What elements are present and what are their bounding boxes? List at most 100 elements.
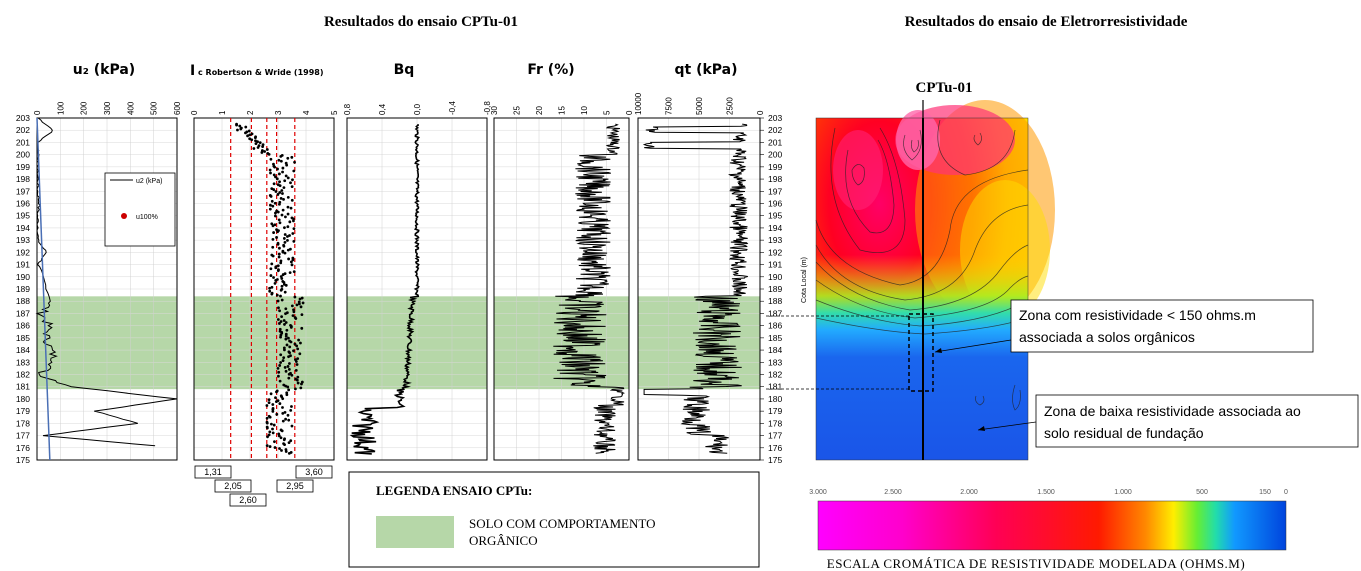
ic-point bbox=[297, 338, 300, 342]
depth-tick: 202 bbox=[768, 125, 782, 135]
ic-point bbox=[281, 397, 285, 401]
depth-tick: 192 bbox=[16, 247, 30, 257]
ic-point bbox=[281, 359, 285, 362]
ic-point bbox=[283, 443, 286, 447]
u2-legend-point-label: u100% bbox=[136, 214, 158, 221]
color-scale-tick: 2.500 bbox=[884, 489, 902, 496]
ic-point bbox=[286, 385, 290, 389]
depth-tick: 199 bbox=[768, 162, 782, 172]
depth-tick: 195 bbox=[768, 211, 782, 221]
ic-point bbox=[274, 266, 278, 270]
ic-point bbox=[268, 415, 272, 419]
depth-tick: 186 bbox=[16, 321, 30, 331]
ic-point bbox=[244, 125, 248, 129]
depth-tick: 190 bbox=[16, 272, 30, 282]
ic-point bbox=[278, 221, 282, 225]
legend-item-line1: SOLO COM COMPORTAMENTO bbox=[469, 516, 655, 531]
ic-point bbox=[284, 321, 288, 324]
depth-tick: 178 bbox=[768, 418, 782, 428]
ic-point bbox=[266, 435, 269, 439]
u100-marker bbox=[121, 213, 127, 219]
ic-point bbox=[286, 195, 290, 199]
ic-point bbox=[267, 152, 271, 156]
ic-point bbox=[288, 345, 292, 349]
ic-point bbox=[294, 317, 298, 320]
ic-point bbox=[291, 232, 295, 235]
fr-panel-title: Fr (%) bbox=[527, 62, 574, 78]
tick-label: 600 bbox=[173, 101, 182, 115]
tick-label: 200 bbox=[80, 101, 89, 115]
ic-point bbox=[279, 159, 283, 163]
color-scale-tick: 150 bbox=[1259, 489, 1271, 496]
depth-tick: 188 bbox=[768, 296, 782, 306]
ic-point bbox=[285, 163, 289, 167]
tick-label: 10000 bbox=[634, 92, 643, 115]
ic-point bbox=[284, 312, 287, 316]
ic-point bbox=[274, 211, 277, 215]
ic-point bbox=[301, 301, 305, 305]
ic-point bbox=[282, 356, 286, 360]
ic-point bbox=[291, 314, 295, 318]
ic-point bbox=[273, 214, 277, 218]
ic-point bbox=[300, 296, 304, 300]
color-scale-tick: 3.000 bbox=[809, 489, 827, 496]
ic-point bbox=[278, 180, 281, 184]
ic-point bbox=[278, 202, 281, 206]
right-axis-label: Cota Local (m) bbox=[801, 257, 808, 303]
depth-tick: 178 bbox=[16, 418, 30, 428]
ic-point bbox=[271, 427, 274, 431]
ic-point bbox=[281, 192, 284, 195]
ic-point bbox=[269, 274, 273, 277]
ic-point bbox=[295, 303, 299, 307]
tick-label: 0,8 bbox=[343, 103, 352, 115]
ic-point bbox=[289, 409, 293, 412]
ic-point bbox=[284, 384, 287, 388]
ic-point bbox=[283, 348, 286, 352]
ic-point bbox=[269, 195, 273, 198]
tick-label: 1 bbox=[218, 110, 227, 115]
ic-point bbox=[275, 390, 278, 394]
depth-tick: 200 bbox=[768, 150, 782, 160]
depth-tick: 190 bbox=[768, 272, 782, 282]
ic-point bbox=[278, 447, 281, 450]
ic-point bbox=[283, 226, 286, 230]
ic-point bbox=[278, 191, 282, 194]
ic-point bbox=[276, 264, 280, 268]
tick-label: 500 bbox=[150, 101, 159, 115]
ic-point bbox=[278, 184, 282, 188]
ic-point bbox=[287, 367, 291, 371]
ic-point bbox=[277, 370, 281, 374]
depth-tick: 198 bbox=[16, 174, 30, 184]
ic-point bbox=[279, 353, 283, 357]
depth-tick: 175 bbox=[16, 455, 30, 465]
ic-point bbox=[270, 422, 273, 426]
ic-point bbox=[284, 307, 288, 311]
ic-point bbox=[300, 326, 304, 330]
ic-point bbox=[271, 245, 275, 249]
ic-point bbox=[265, 148, 269, 151]
ic-point bbox=[265, 444, 269, 447]
ic-point bbox=[296, 375, 300, 379]
ic-point bbox=[281, 166, 285, 170]
ic-point bbox=[292, 349, 295, 353]
ic-point bbox=[252, 147, 256, 150]
depth-tick: 182 bbox=[16, 370, 30, 380]
color-scale-tick: 1.000 bbox=[1114, 489, 1132, 496]
ic-point bbox=[278, 309, 281, 313]
ic-point bbox=[270, 262, 274, 266]
ic-point bbox=[287, 418, 291, 422]
ic-point bbox=[276, 167, 279, 171]
ic-panel-title: I c Robertson & Wride (1998) bbox=[190, 63, 324, 79]
tick-label: 0 bbox=[625, 110, 634, 115]
ic-point bbox=[287, 388, 291, 392]
ic-point bbox=[275, 177, 279, 181]
tick-label: 0 bbox=[33, 110, 42, 115]
ic-point bbox=[268, 445, 272, 448]
depth-tick: 181 bbox=[16, 382, 30, 392]
depth-tick: 179 bbox=[16, 406, 30, 416]
ic-boundary-label: 1,31 bbox=[204, 467, 222, 477]
ic-point bbox=[284, 369, 288, 373]
ic-point bbox=[260, 151, 264, 154]
ic-point bbox=[276, 318, 280, 321]
